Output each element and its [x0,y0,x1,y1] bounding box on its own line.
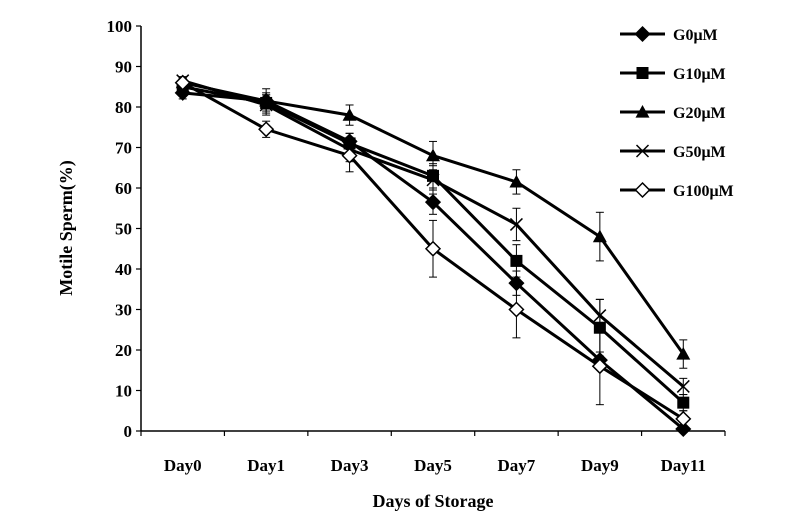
data-point [676,347,691,360]
data-point [677,396,690,409]
y-tick-label: 0 [124,422,133,441]
data-point [675,410,692,427]
data-point [508,275,525,292]
data-point [510,254,523,267]
data-point [424,194,442,211]
x-tick-labels: Day0 Day1 Day3 Day5 Day7 Day9 Day11 [164,456,706,475]
y-tick-label: 60 [115,179,132,198]
x-tick-label: Day3 [331,456,369,475]
data-point [676,379,690,393]
legend-label: G50μM [673,144,726,161]
legend-item: G10μM [620,66,726,83]
data-point [342,108,357,121]
axes [136,25,726,436]
data-point [426,173,440,187]
series-markers [174,74,692,438]
data-point [509,174,524,188]
y-tick-label: 30 [115,301,132,320]
data-point [592,229,607,243]
legend-item: G50μM [620,144,726,161]
legend-label: G100μM [673,183,734,200]
legend-item: G20μM [620,105,726,122]
legend: G0μM G10μM G20μM G50μM G100μM [620,25,734,200]
data-point [424,240,442,257]
data-point [174,74,191,91]
data-point [259,93,274,107]
y-tick-labels: 0 10 20 30 40 50 60 70 80 90 100 [107,17,133,441]
y-tick-label: 100 [107,17,133,36]
x-axis-title: Days of Storage [373,491,494,511]
x-tick-label: Day7 [498,456,536,475]
y-axis-title: Motile Sperm(%) [56,160,77,295]
data-point [427,169,439,182]
legend-marker [635,105,650,118]
legend-marker [636,67,649,79]
y-tick-label: 80 [115,98,132,117]
data-point [426,148,440,162]
data-point [258,121,275,138]
x-tick-label: Day5 [414,456,452,475]
data-point [508,301,525,318]
x-tick-label: Day1 [247,456,285,475]
legend-marker [635,144,650,158]
y-tick-label: 20 [115,341,132,360]
legend-item: G0μM [620,25,718,44]
data-point [675,420,692,438]
legend-label: G20μM [673,105,726,122]
y-tick-label: 10 [115,382,132,401]
y-tick-label: 90 [115,58,132,77]
x-tick-label: Day0 [164,456,202,475]
legend-marker [634,181,651,199]
x-tick-label: Day9 [581,456,619,475]
legend-marker [634,25,651,43]
legend-item: G100μM [620,181,734,200]
y-tick-label: 40 [115,260,132,279]
data-point [593,309,607,323]
data-point [593,321,606,334]
data-point [509,217,523,231]
y-tick-label: 50 [115,220,132,239]
data-point [591,358,608,375]
legend-label: G10μM [673,66,726,83]
y-tick-label: 70 [115,139,132,158]
data-point [341,147,358,164]
data-point [259,98,273,112]
x-tick-label: Day11 [661,456,706,475]
legend-label: G0μM [673,27,718,44]
